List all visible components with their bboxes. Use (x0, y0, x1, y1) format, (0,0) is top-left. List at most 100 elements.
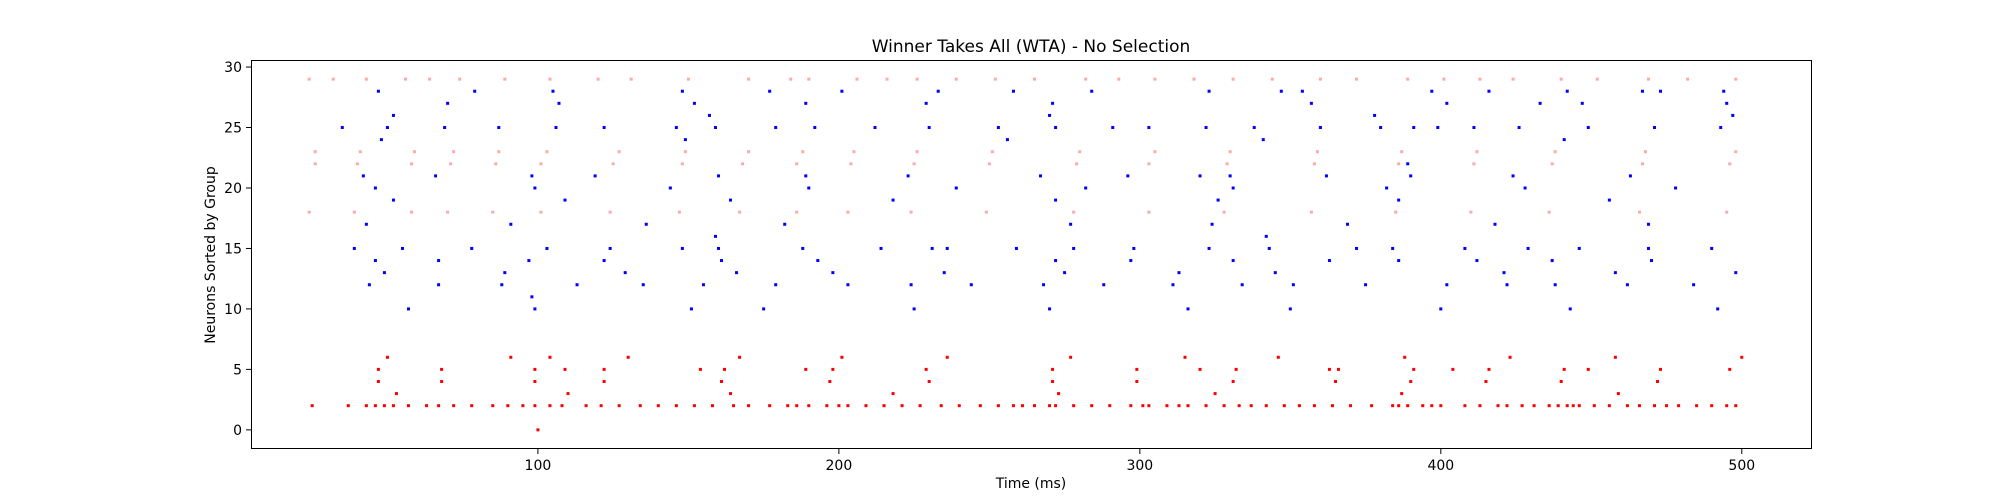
spike-point (491, 404, 495, 408)
spike-point (340, 126, 344, 130)
spike-point (1297, 404, 1301, 408)
spike-point (1505, 404, 1509, 408)
spike-point (1734, 404, 1738, 408)
axis-ticks: 100 200 300 400 500 0 5 10 15 20 25 30 (224, 60, 1755, 474)
spike-point (828, 379, 832, 383)
spike-point (1240, 283, 1244, 287)
spike-point (957, 404, 961, 408)
spike-point (768, 89, 772, 93)
spike-point (361, 174, 365, 178)
spike-point (900, 404, 904, 408)
spike-point (1057, 392, 1061, 396)
spike-point (1011, 404, 1015, 408)
spike-point (680, 89, 684, 93)
spike-point (1054, 259, 1058, 263)
spike-point (1177, 404, 1181, 408)
spike-point (680, 162, 684, 166)
spike-point (738, 355, 742, 359)
spike-point (1505, 283, 1509, 287)
spike-point (503, 77, 507, 81)
spike-point (1547, 404, 1551, 408)
spike-point (1565, 89, 1569, 93)
spike-point (1565, 404, 1569, 408)
spike-point (729, 198, 733, 202)
spike-point (915, 150, 919, 154)
spike-point (1616, 392, 1620, 396)
spike-point (846, 283, 850, 287)
spike-point (1014, 246, 1018, 250)
spike-point (1625, 404, 1629, 408)
spike-point (364, 404, 368, 408)
spike-point (1252, 126, 1256, 130)
spike-point (1613, 355, 1617, 359)
spike-point (1318, 77, 1322, 81)
spike-point (747, 77, 751, 81)
spike-point (557, 101, 561, 105)
spike-point (1165, 404, 1169, 408)
spike-point (683, 150, 687, 154)
spike-point (1355, 246, 1359, 250)
spike-point (437, 283, 441, 287)
spike-point (376, 367, 380, 371)
spike-point (1686, 77, 1690, 81)
spike-point (503, 271, 507, 275)
x-tick-label: 300 (1126, 458, 1153, 474)
spike-point (1237, 404, 1241, 408)
spike-point (1451, 367, 1455, 371)
spike-point (831, 271, 835, 275)
spike-point (1249, 404, 1253, 408)
spike-point (1475, 150, 1479, 154)
spike-point (1379, 126, 1383, 130)
spike-point (1264, 234, 1268, 238)
spike-point (1517, 126, 1521, 130)
spike-point (1406, 77, 1410, 81)
spike-point (1231, 77, 1235, 81)
spike-point (795, 404, 799, 408)
spike-point (391, 404, 395, 408)
spike-point (1637, 404, 1641, 408)
spike-point (840, 355, 844, 359)
spike-point (1725, 101, 1729, 105)
spike-point (1538, 101, 1542, 105)
spike-point (428, 77, 432, 81)
spike-point (385, 126, 389, 130)
spike-point (1550, 259, 1554, 263)
spike-point (548, 404, 552, 408)
spike-point (1141, 404, 1145, 408)
spike-point (410, 162, 414, 166)
spike-point (786, 404, 790, 408)
spike-point (1072, 246, 1076, 250)
spike-point (1039, 174, 1043, 178)
spike-point (1373, 113, 1377, 117)
spike-point (927, 379, 931, 383)
spike-point (945, 355, 949, 359)
spike-point (1394, 210, 1398, 214)
y-tick-label: 0 (233, 423, 242, 439)
spike-point (1484, 379, 1488, 383)
spike-point (1397, 259, 1401, 263)
spike-point (795, 210, 799, 214)
spike-point (710, 404, 714, 408)
spike-point (1412, 126, 1416, 130)
spike-point (539, 210, 543, 214)
spike-point (1033, 77, 1037, 81)
spike-point (1577, 404, 1581, 408)
spike-point (969, 283, 973, 287)
spike-point (1677, 404, 1681, 408)
spike-point (1508, 355, 1512, 359)
y-tick-label: 10 (224, 302, 242, 318)
spike-point (1400, 150, 1404, 154)
y-axis-label: Neurons Sorted by Group (203, 166, 219, 344)
spike-point (608, 246, 612, 250)
spike-point (1198, 174, 1202, 178)
spike-point (804, 174, 808, 178)
spike-point (936, 89, 940, 93)
spike-point (533, 307, 537, 311)
spike-point (599, 404, 603, 408)
spike-point (1048, 404, 1052, 408)
spike-point (1072, 210, 1076, 214)
x-tick-label: 100 (525, 458, 552, 474)
spike-point (1129, 404, 1133, 408)
spike-point (1397, 404, 1401, 408)
spike-point (720, 379, 724, 383)
